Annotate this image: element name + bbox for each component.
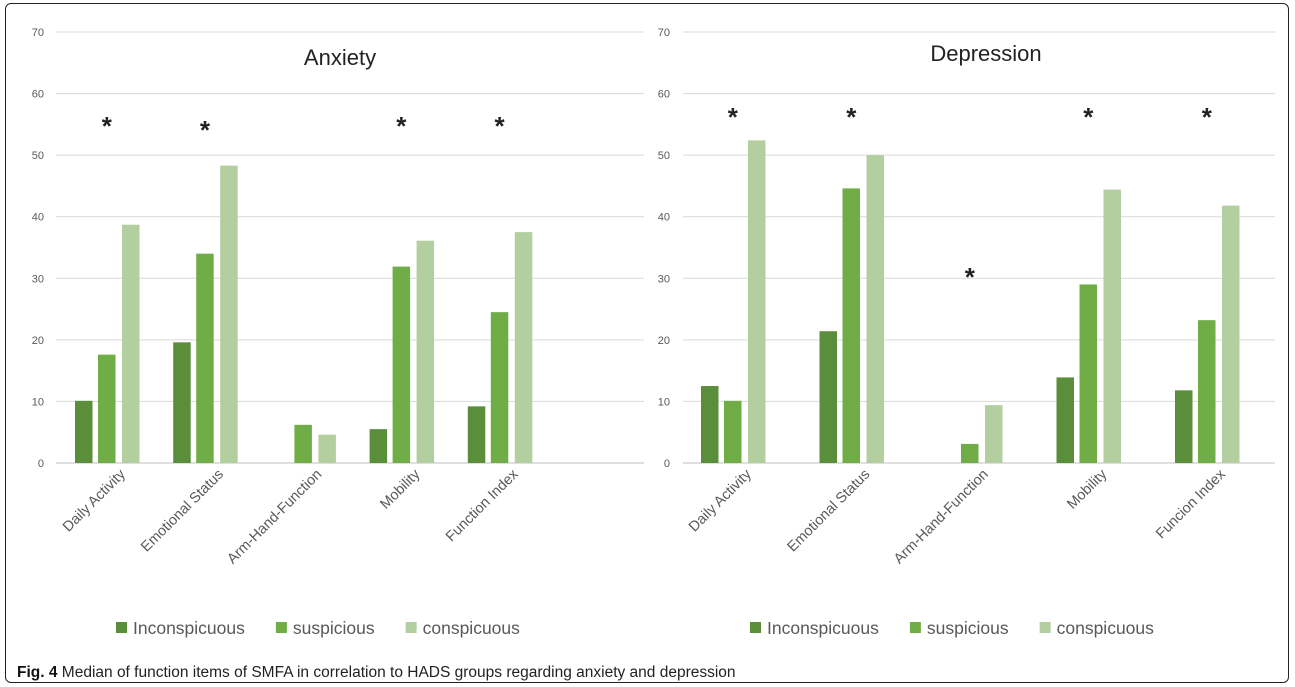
chart-2-y-tick-label: 10	[658, 396, 670, 408]
chart-2-legend-swatch-conspicuous	[1039, 622, 1051, 633]
chart-1-bar-suspicious	[490, 312, 509, 463]
chart-2-bar-inconspicuous	[1175, 390, 1193, 463]
chart-2-x-tick-label: Funcion Index	[1153, 466, 1229, 542]
chart-1-bar-inconspicuous	[75, 400, 93, 463]
chart-2-bar-inconspicuous	[701, 386, 719, 463]
chart-2-y-tick-label: 0	[664, 458, 670, 470]
chart-2-bar-conspicuous	[748, 140, 766, 463]
chart-2-bar-conspicuous	[866, 155, 884, 463]
chart-2-bar-suspicious	[1198, 320, 1216, 463]
chart-1-bar-conspicuous	[514, 232, 533, 463]
chart-1-legend-label-suspicious: suspicious	[293, 618, 375, 638]
figure-label: Fig. 4	[17, 664, 58, 681]
chart-1-y-tick-label: 70	[32, 27, 44, 39]
chart-2-significance-marker: *	[1202, 102, 1213, 132]
chart-1-legend-swatch-suspicious	[275, 622, 287, 633]
chart-2-significance-marker: *	[1083, 102, 1094, 132]
figure-frame: 0 10 20 30 40 50 60 70 Anxiety Daily Activity * Emo…	[5, 3, 1289, 683]
chart-2-bar-suspicious	[724, 400, 742, 463]
chart-2-x-tick-label: Mobility	[1064, 466, 1111, 513]
chart-1-legend-label-inconspicuous: Inconspicuous	[133, 618, 245, 638]
chart-1-bar-inconspicuous	[467, 406, 486, 463]
chart-1-significance-marker: *	[200, 115, 211, 145]
chart-2-significance-marker: *	[965, 262, 976, 292]
chart-1-y-tick-label: 30	[32, 273, 44, 285]
chart-1-significance-marker: *	[102, 111, 113, 141]
chart-2-bar-conspicuous	[985, 405, 1003, 463]
chart-1-bar-suspicious	[294, 424, 312, 463]
chart-2-title: Depression	[930, 41, 1041, 66]
chart-2-legend-swatch-suspicious	[909, 622, 921, 633]
chart-1-y-tick-label: 60	[32, 89, 44, 101]
chart-1-x-tick-label: Function Index	[443, 466, 522, 545]
chart-2-significance-marker: *	[728, 102, 739, 132]
chart-1-bar-inconspicuous	[173, 342, 191, 463]
chart-1-title: Anxiety	[304, 45, 376, 70]
chart-2-y-tick-label: 60	[658, 89, 670, 101]
chart-1-bar-conspicuous	[122, 224, 140, 463]
chart-2-y-tick-label: 30	[658, 273, 670, 285]
chart-1-legend-swatch-inconspicuous	[116, 622, 127, 633]
chart-1-bar-conspicuous	[416, 240, 435, 463]
chart-1-significance-marker: *	[396, 111, 407, 141]
chart-2-bar-conspicuous	[1222, 205, 1240, 464]
figure-caption: Fig. 4 Median of function items of SMFA …	[17, 664, 736, 682]
chart-2-legend-label-inconspicuous: Inconspicuous	[767, 618, 879, 638]
chart-2-bar-suspicious	[1079, 284, 1097, 463]
chart-1-legend-label-conspicuous: conspicuous	[423, 618, 521, 638]
chart-1-significance-marker: *	[494, 111, 505, 141]
chart-2-bar-inconspicuous	[1056, 377, 1074, 463]
chart-1-x-tick-label: Arm-Hand-Function	[224, 467, 325, 568]
chart-1-y-tick-label: 50	[32, 150, 44, 162]
chart-2-bar-suspicious	[961, 443, 979, 463]
chart-2-x-tick-label: Emotional Status	[784, 467, 873, 556]
chart-2-x-tick-label: Arm-Hand-Function	[891, 467, 992, 568]
chart-2-y-tick-label: 20	[658, 335, 670, 347]
chart-2-bar-conspicuous	[1103, 189, 1121, 463]
chart-2-bar-suspicious	[842, 188, 860, 464]
chart-1-y-tick-label: 20	[32, 335, 44, 347]
chart-1-y-tick-label: 40	[32, 212, 44, 224]
chart-1-bar-conspicuous	[220, 165, 238, 464]
chart-2-legend-label-suspicious: suspicious	[927, 618, 1009, 638]
chart-2-legend-label-conspicuous: conspicuous	[1057, 618, 1155, 638]
chart-2-bar-inconspicuous	[819, 331, 837, 463]
chart-1-x-tick-label: Daily Activity	[60, 466, 129, 535]
chart-1-x-tick-label: Mobility	[377, 466, 424, 513]
chart-1-bar-suspicious	[392, 266, 411, 463]
chart-1-y-tick-label: 0	[38, 458, 44, 470]
caption-text: Median of function items of SMFA in corr…	[61, 664, 736, 681]
chart-2-significance-marker: *	[846, 102, 857, 132]
chart-2-y-tick-label: 70	[658, 27, 670, 39]
chart-2-legend-swatch-inconspicuous	[750, 622, 761, 633]
chart-2-y-tick-label: 50	[658, 150, 670, 162]
chart-1-x-tick-label: Emotional Status	[138, 467, 227, 556]
chart-2-x-tick-label: Daily Activity	[686, 466, 755, 535]
charts-canvas: 0 10 20 30 40 50 60 70 Anxiety Daily Activity * Emo…	[32, 27, 1275, 638]
chart-1-bar-suspicious	[98, 354, 116, 463]
chart-1-y-tick-label: 10	[32, 396, 44, 408]
chart-1-bar-conspicuous	[318, 434, 336, 463]
chart-1-bar-inconspicuous	[369, 429, 388, 463]
chart-1-bar-suspicious	[196, 253, 214, 463]
chart-1-legend-swatch-conspicuous	[405, 622, 417, 633]
chart-2-y-tick-label: 40	[658, 212, 670, 224]
